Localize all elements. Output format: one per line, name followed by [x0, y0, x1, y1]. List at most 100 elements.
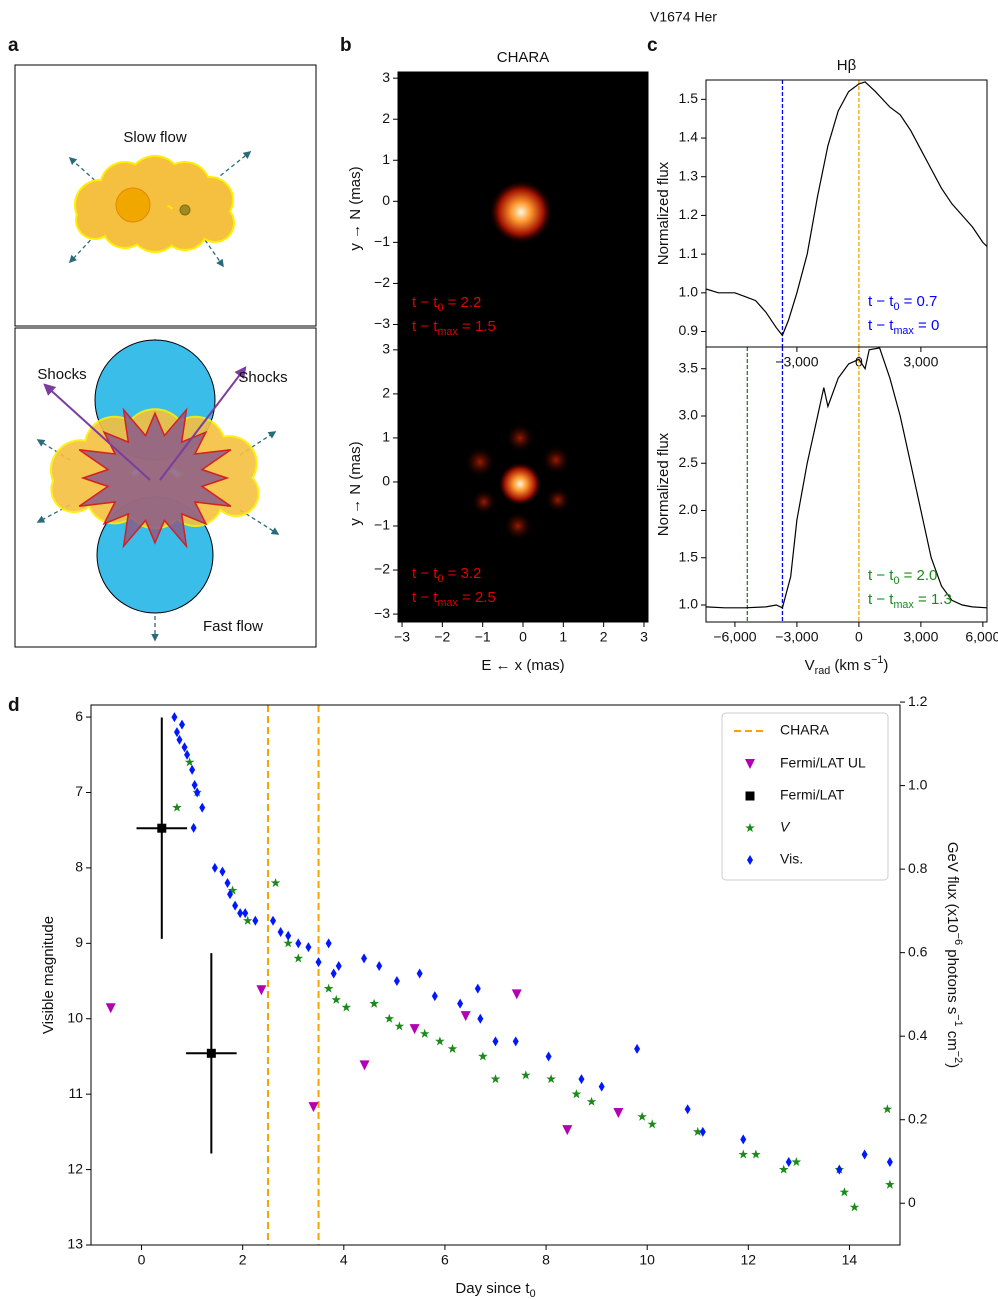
text-part: −6 [952, 933, 964, 945]
marker [361, 953, 368, 964]
text-part: t [525, 1280, 530, 1297]
axes-frame [705, 79, 988, 348]
chara-image [398, 72, 648, 622]
x-tick-label: −3,000 [775, 354, 818, 370]
marker [885, 1179, 895, 1189]
marker [293, 953, 304, 963]
image-blob [503, 511, 533, 541]
x-axis-label: Day since t0 [455, 1280, 535, 1300]
marker [184, 749, 191, 760]
marker [376, 960, 383, 971]
marker [194, 787, 201, 798]
marker [190, 822, 197, 833]
panel-label: d [8, 695, 20, 716]
marker [478, 1051, 488, 1061]
marker [224, 877, 231, 888]
text-part: max [893, 599, 914, 611]
marker [227, 885, 238, 895]
y-tick-label: 7 [75, 783, 83, 799]
marker [647, 1119, 657, 1129]
annotation: t − t0 = 3.2 [412, 565, 481, 585]
marker [232, 900, 239, 911]
text-part: Day since [455, 1280, 525, 1297]
marker [105, 1003, 116, 1014]
marker [562, 1125, 573, 1136]
marker [849, 1202, 860, 1212]
annotation: t − tmax = 2.5 [412, 589, 496, 609]
spectrum-line [705, 347, 988, 609]
text-part: = 3.2 [443, 565, 481, 582]
chart-title: Hβ [837, 57, 857, 74]
marker [173, 727, 180, 738]
text-part: = 1.3 [914, 591, 952, 608]
y2-axis-label: GeV flux (x10−6 photons s−1 cm−2) [944, 842, 964, 1068]
marker [211, 862, 218, 873]
y-tick-label: 1.2 [679, 206, 699, 222]
marker [335, 960, 342, 971]
marker [285, 930, 292, 941]
marker [751, 1149, 761, 1159]
y-tick-label: 1.0 [679, 596, 699, 612]
x-tick-label: 8 [542, 1252, 550, 1268]
legend-box [721, 712, 889, 881]
x-tick-label: −6,000 [713, 629, 756, 645]
marker [184, 757, 195, 767]
marker [206, 1048, 216, 1058]
text-part: V [805, 657, 815, 674]
shock-region [78, 407, 232, 549]
marker [181, 742, 188, 753]
marker [270, 878, 281, 887]
y-tick-label: 3 [382, 69, 390, 85]
marker [315, 957, 322, 968]
x-tick-label: 2 [600, 629, 608, 645]
marker [305, 942, 312, 953]
marker [447, 1043, 458, 1053]
marker [157, 823, 167, 833]
y2-tick-label: 1.2 [908, 693, 928, 709]
marker [359, 1060, 370, 1071]
y-tick-label: 9 [75, 934, 83, 950]
marker [270, 915, 277, 926]
marker [394, 1021, 405, 1031]
y-axis-label: Normalized flux [655, 432, 672, 536]
y2-tick-label: 0.8 [908, 860, 928, 876]
y-tick-label: 2.0 [679, 501, 699, 517]
marker [416, 968, 423, 979]
legend-label: CHARA [780, 722, 830, 738]
y-tick-label: 8 [75, 859, 83, 875]
y-tick-label: 13 [67, 1236, 83, 1252]
annotation: t − t0 = 0.7 [868, 293, 937, 313]
marker [171, 712, 178, 723]
text-part: ) [883, 657, 888, 674]
diagram-box [14, 64, 317, 327]
marker [172, 802, 182, 812]
marker [882, 1104, 893, 1114]
x-tick-label: 3,000 [903, 629, 938, 645]
y-tick-label: 10 [67, 1009, 83, 1025]
marker [684, 1104, 691, 1115]
marker [839, 1187, 850, 1197]
x-axis-label: Vrad (km s−1) [805, 654, 889, 677]
marker [409, 1024, 420, 1035]
y2-tick-label: 0.2 [908, 1110, 928, 1126]
y-tick-label: 1.0 [679, 284, 699, 300]
x-tick-label: 1 [559, 629, 567, 645]
marker [836, 1164, 843, 1175]
marker [693, 1126, 703, 1136]
marker [341, 1002, 352, 1012]
y-tick-label: −3 [374, 605, 390, 621]
y-tick-label: −3 [374, 315, 390, 331]
spectrum-line [705, 81, 988, 337]
y-axis-label: Normalized flux [655, 161, 672, 265]
panel-label: c [647, 35, 658, 56]
marker [191, 779, 198, 790]
x-tick-label: 0 [855, 629, 863, 645]
marker [295, 938, 302, 949]
image-blob [471, 489, 497, 515]
marker [637, 1111, 647, 1121]
y-tick-label: −1 [374, 233, 390, 249]
marker [393, 976, 400, 987]
marker [189, 764, 196, 775]
annotation: t − t0 = 2.0 [868, 567, 937, 587]
text-part: max [437, 326, 458, 338]
